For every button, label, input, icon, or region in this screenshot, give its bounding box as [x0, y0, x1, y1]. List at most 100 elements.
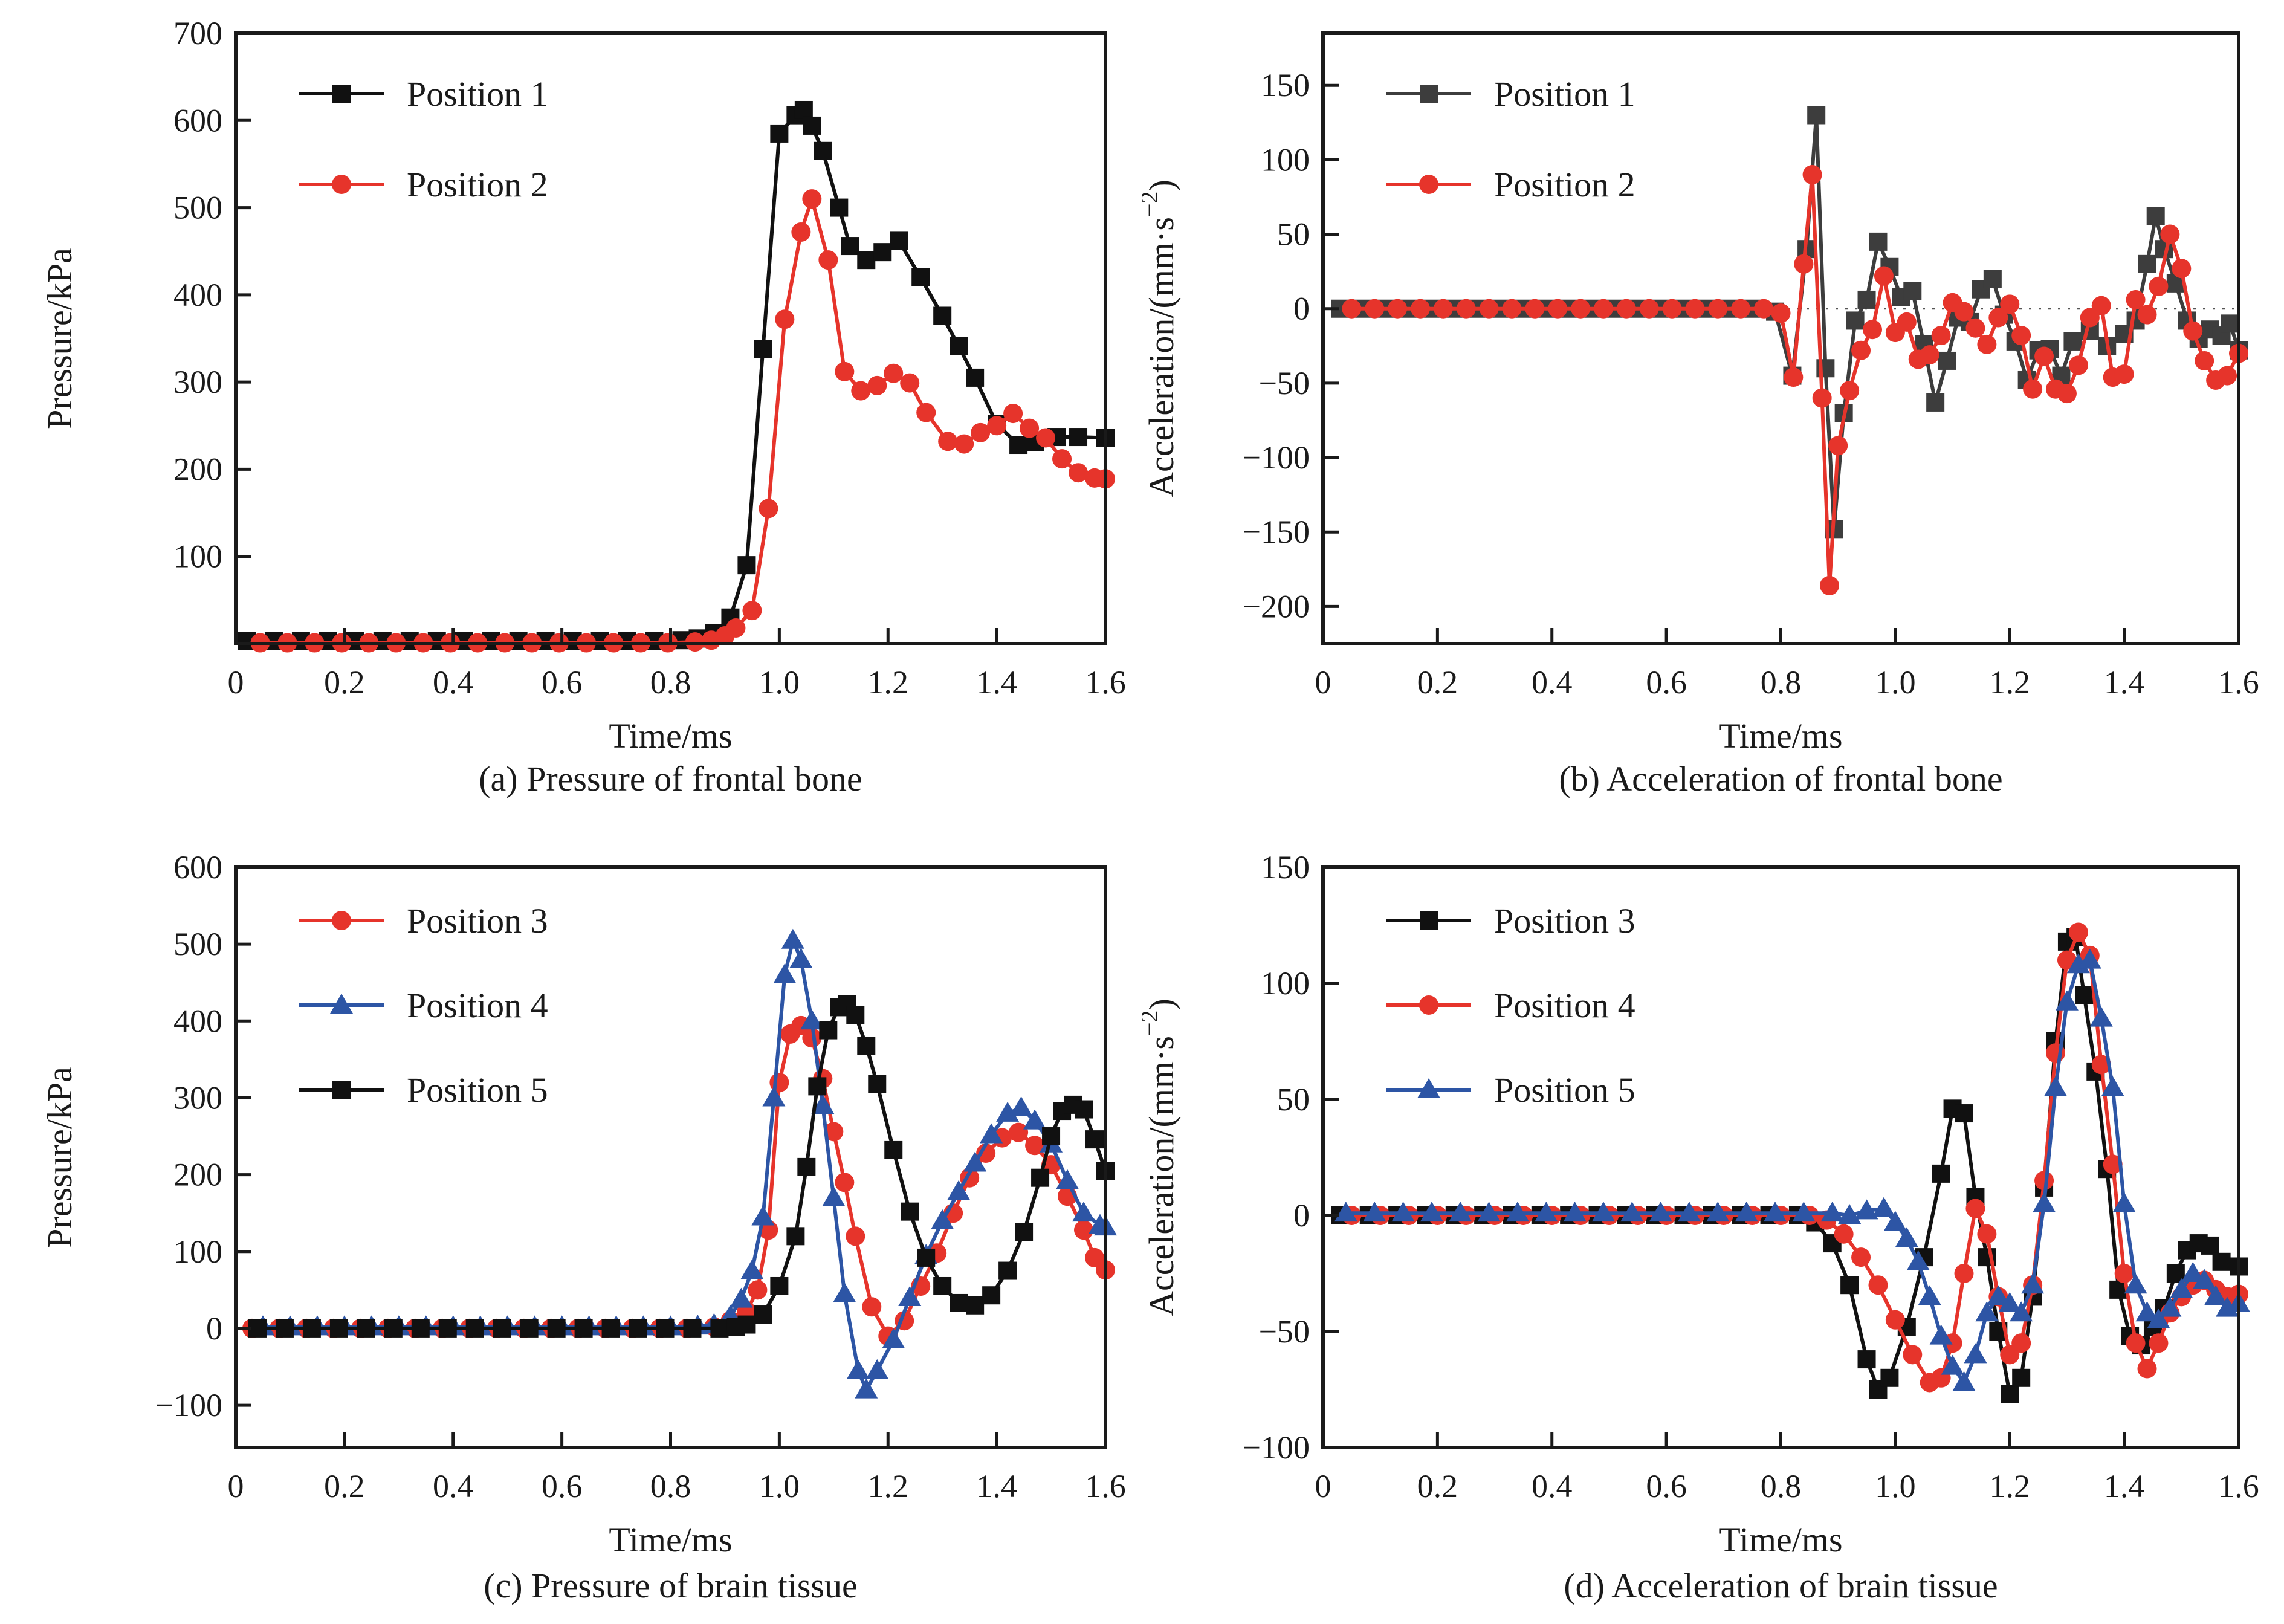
data-point-marker [1754, 299, 1774, 319]
data-point-marker [2101, 1076, 2124, 1096]
data-point-marker [1988, 308, 2008, 328]
data-point-marker [2114, 1264, 2134, 1283]
data-point-marker [791, 222, 811, 242]
series-position-5 [248, 995, 1115, 1338]
data-point-marker [2126, 1333, 2146, 1353]
data-point-marker [574, 1319, 593, 1338]
data-point-marker [1502, 299, 1522, 319]
y-tick-label: −100 [155, 1387, 222, 1423]
data-point-marker [1563, 1202, 1587, 1222]
series-line [258, 197, 1107, 645]
chart-a: 0 0.2 0.4 0.6 0.8 1.0 1.2 1.4 1.6 100 200 300 400 500… [0, 0, 1142, 812]
data-point-marker [1846, 311, 1865, 330]
data-point-marker [1036, 428, 1056, 448]
data-point-marker [1410, 299, 1430, 319]
data-point-marker [1031, 1168, 1050, 1187]
chart-b-caption: (b) Acceleration of frontal bone [1559, 759, 2003, 798]
data-point-marker [1388, 299, 1408, 319]
chart-c: 0 0.2 0.4 0.6 0.8 1.0 1.2 1.4 1.6 −100 0 100 200 300 4… [0, 812, 1142, 1624]
data-point-marker [996, 1101, 1020, 1122]
chart-a-canvas: 0 0.2 0.4 0.6 0.8 1.0 1.2 1.4 1.6 100 200 300 400 500… [40, 15, 1126, 755]
data-point-marker [2135, 1301, 2159, 1322]
x-tick-label: 1.0 [1875, 1468, 1916, 1504]
data-point-marker [1706, 1202, 1730, 1222]
data-point-marker [2124, 1273, 2147, 1294]
data-point-marker [2021, 1273, 2045, 1294]
data-point-marker [1807, 106, 1826, 125]
legend-marker [330, 994, 353, 1014]
data-point-marker [982, 1286, 1001, 1305]
data-point-marker [1735, 1202, 1758, 1222]
data-point-marker [1042, 1127, 1061, 1146]
x-tick-label: 1.6 [2218, 664, 2259, 700]
legend-marker [1420, 911, 1438, 930]
data-point-marker [2147, 1308, 2170, 1328]
y-tick-label: 150 [1261, 67, 1310, 103]
legend: Position 1 Position 2 [299, 74, 548, 204]
data-point-marker [2075, 986, 2094, 1004]
data-point-marker [1074, 1220, 1094, 1240]
data-point-marker [1932, 1164, 1950, 1183]
y-tick-label: 100 [1261, 141, 1310, 178]
data-point-marker [520, 1319, 539, 1338]
data-point-marker [786, 1227, 805, 1246]
data-point-marker [770, 1276, 789, 1295]
data-point-marker [2010, 1301, 2033, 1322]
y-tick-label: 0 [206, 1310, 222, 1347]
legend-marker [1417, 1078, 1440, 1098]
data-point-marker [1548, 299, 1568, 319]
data-point-marker [2000, 294, 2020, 314]
y-tick-label: 400 [173, 277, 222, 313]
y-tick-label: 50 [1277, 1081, 1310, 1118]
y-tick-label: −150 [1243, 514, 1310, 550]
x-axis-title: Time/ms [609, 1520, 732, 1559]
data-point-marker [1009, 1122, 1029, 1142]
data-point-marker [1334, 1202, 1357, 1222]
data-point-marker [2195, 351, 2214, 370]
x-tick-label: 0.4 [433, 664, 474, 700]
data-point-marker [835, 361, 855, 381]
data-point-marker [2091, 1055, 2111, 1075]
x-tick-label: 1.6 [2218, 1468, 2259, 1504]
data-point-marker [751, 1205, 775, 1226]
data-point-marker [963, 1151, 987, 1172]
x-tick-label: 0.8 [650, 664, 691, 700]
data-point-marker [2172, 259, 2192, 279]
data-point-marker [1365, 299, 1385, 319]
x-tick-label: 1.0 [759, 1468, 800, 1504]
data-point-marker [1639, 299, 1659, 319]
chart-d-canvas: 0 0.2 0.4 0.6 0.8 1.0 1.2 1.4 1.6 −100 −50 0 50 100 15… [1142, 849, 2259, 1559]
legend-label: Position 4 [1494, 986, 1635, 1025]
data-point-marker [1872, 1197, 1895, 1217]
data-point-marker [846, 1359, 870, 1379]
x-tick-label: 1.2 [1990, 664, 2031, 700]
data-point-marker [1433, 299, 1453, 319]
data-point-marker [846, 1006, 865, 1024]
legend-marker [1419, 995, 1438, 1015]
data-point-marker [2193, 1269, 2216, 1289]
data-point-marker [2112, 1192, 2136, 1212]
data-point-marker [1977, 1224, 1997, 1244]
x-tick-label: 0 [1315, 1468, 1331, 1504]
data-point-marker [2149, 1333, 2169, 1353]
x-tick-label: 1.4 [976, 1468, 1017, 1504]
data-point-marker [2181, 1262, 2205, 1282]
legend-label: Position 1 [407, 74, 548, 114]
data-point-marker [1851, 340, 1871, 360]
data-point-marker [1020, 418, 1040, 438]
data-point-marker [2126, 290, 2146, 309]
data-point-marker [1075, 1100, 1093, 1119]
data-point-marker [998, 1261, 1017, 1280]
data-point-marker [933, 1276, 952, 1295]
data-point-marker [1874, 266, 1894, 286]
data-point-marker [2137, 305, 2157, 325]
data-point-marker [1965, 1199, 1985, 1218]
data-point-marker [976, 1144, 996, 1163]
data-point-marker [1857, 1350, 1876, 1369]
y-tick-label: 500 [173, 190, 222, 226]
data-point-marker [1479, 299, 1499, 319]
data-point-marker [1869, 232, 1888, 251]
data-point-marker [808, 1077, 827, 1096]
data-point-marker [1885, 1310, 1905, 1330]
